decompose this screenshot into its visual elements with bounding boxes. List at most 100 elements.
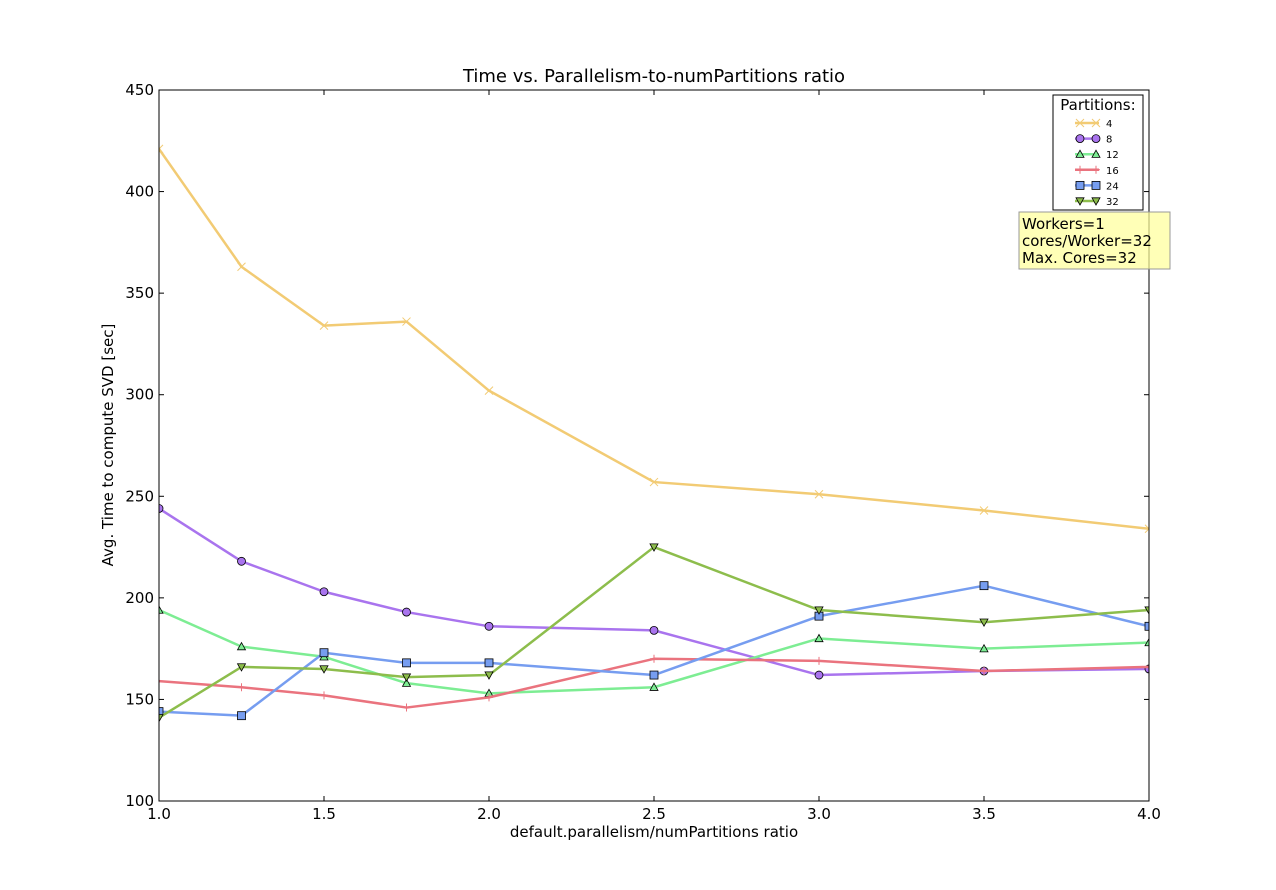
data-point-4-7 [979,506,989,515]
series-32 [159,543,1149,723]
legend-label: 12 [1106,150,1119,161]
series-layer [159,144,1149,723]
data-point-16-0 [159,677,163,686]
annotation-line-workers: Workers=1 [1022,215,1105,233]
data-point-8-4 [484,621,494,631]
x-tick-label: 3.0 [807,805,831,823]
data-point-12-0 [159,605,164,614]
data-point-8-6 [814,670,824,680]
legend-marker [1076,165,1084,174]
data-point-24-0 [159,707,164,717]
annotation-line-max-cores: Max. Cores=32 [1022,249,1137,267]
data-point-12-7 [979,643,989,653]
y-tick-label: 150 [125,690,154,708]
legend-entry-12: 12 [1075,149,1119,161]
legend-marker [1091,134,1101,144]
data-point-16-7 [980,666,988,675]
data-point-16-3 [402,703,411,712]
legend-marker [1075,180,1085,190]
data-point-8-5 [649,625,659,635]
legend-label: 8 [1106,135,1112,146]
legend-entry-32: 32 [1075,197,1119,208]
y-tick-label: 450 [125,81,154,99]
data-point-4-3 [402,317,411,326]
data-point-24-1 [237,711,246,721]
data-point-4-8 [1144,524,1149,534]
data-point-16-1 [237,683,246,692]
data-point-32-3 [401,673,412,682]
series-24 [159,581,1149,721]
legend-marker [1092,165,1100,174]
x-tick-label: 4.0 [1137,805,1161,823]
data-point-16-6 [815,656,823,665]
data-point-8-1 [237,556,246,566]
x-axis-label: default.parallelism/numPartitions ratio [510,823,798,841]
x-tick-label: 1.0 [147,805,171,823]
data-point-16-5 [650,654,658,663]
data-point-4-2 [319,321,329,330]
y-tick-label: 250 [125,487,154,505]
legend-marker [1075,197,1085,206]
series-line-12 [159,608,1149,695]
series-16 [159,654,1149,712]
legend-label: 4 [1106,119,1112,130]
x-tick-label: 2.0 [477,805,501,823]
y-tick-label: 400 [125,183,154,201]
legend-label: 24 [1106,181,1119,192]
data-point-32-8 [1144,606,1149,615]
legend-entry-8: 8 [1075,134,1112,146]
legend-marker [1091,149,1101,158]
legend-entry-4: 4 [1075,118,1112,130]
legend: Partitions: 4 8 12 16 24 32 [1052,94,1144,211]
data-point-16-2 [320,691,328,700]
data-point-12-5 [649,682,659,691]
annotation-line-cores-per-worker: cores/Worker=32 [1022,232,1152,250]
data-point-32-5 [649,543,659,552]
legend-label: 32 [1106,197,1119,208]
legend-entries: 4 8 12 16 24 32 [1075,118,1119,208]
chart-title: Time vs. Parallelism-to-numPartitions ra… [462,66,845,87]
data-point-4-4 [484,386,494,396]
annotation-box [1018,211,1171,270]
data-point-12-8 [1144,637,1149,647]
data-point-32-0 [159,714,164,723]
series-line-8 [159,507,1149,677]
data-point-4-6 [814,489,824,499]
series-line-4 [159,148,1149,531]
x-tick-label: 1.5 [312,805,336,823]
data-point-4-1 [237,262,246,272]
data-point-32-1 [236,663,247,672]
legend-marker [1075,118,1085,128]
data-point-8-0 [159,504,164,513]
series-8 [159,504,1149,680]
data-point-32-6 [814,606,824,615]
legend-entry-24: 24 [1075,180,1119,192]
legend-marker [1091,197,1101,206]
legend-marker [1091,180,1101,190]
y-axis-label: Avg. Time to compute SVD [sec] [99,324,117,567]
y-tick-label: 200 [125,589,154,607]
legend-marker [1075,134,1085,144]
data-point-4-0 [159,144,164,154]
data-point-24-7 [979,581,989,591]
x-tick-label: 3.5 [972,805,996,823]
data-point-32-2 [319,665,329,674]
data-point-24-8 [1144,621,1149,631]
data-point-12-6 [814,633,824,643]
data-point-32-4 [484,671,494,680]
series-4 [159,144,1149,534]
config-annotation: Workers=1 cores/Worker=32 Max. Cores=32 [1018,211,1171,270]
data-point-4-5 [649,477,659,487]
y-tick-label: 300 [125,386,154,404]
data-point-24-3 [402,658,411,668]
data-point-8-2 [319,587,329,597]
data-point-32-7 [979,618,989,628]
legend-marker [1091,118,1101,128]
legend-box [1052,94,1144,211]
legend-title: Partitions: [1060,96,1135,114]
data-point-16-4 [485,693,493,702]
y-tick-label: 350 [125,284,154,302]
legend-label: 16 [1106,166,1119,177]
y-tick-label: 100 [125,792,154,810]
